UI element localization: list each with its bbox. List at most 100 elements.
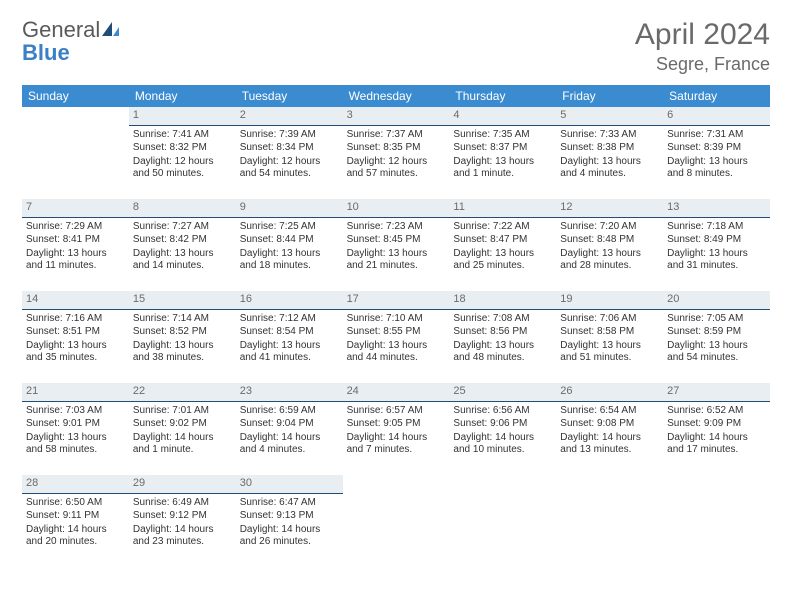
day-cell: 19Sunrise: 7:06 AMSunset: 8:58 PMDayligh… [556, 291, 663, 383]
sunrise-text: Sunrise: 7:31 AM [667, 129, 766, 142]
sunrise-text: Sunrise: 7:10 AM [347, 313, 446, 326]
day-cell: 22 Sunrise: 7:01 AMSunset: 9:02 PMDayligh… [129, 383, 236, 475]
day-cell: 12Sunrise: 7:20 AMSunset: 8:48 PMDayligh… [556, 199, 663, 291]
daylight-text: Daylight: 13 hours and 8 minutes. [667, 156, 766, 181]
sunset-text: Sunset: 9:12 PM [133, 510, 232, 523]
daylight-text: Daylight: 14 hours and 7 minutes. [347, 432, 446, 457]
empty-cell [449, 475, 556, 567]
sunset-text: Sunset: 9:06 PM [453, 418, 552, 431]
sunrise-text: Sunrise: 6:50 AM [26, 497, 125, 510]
sunset-text: Sunset: 8:52 PM [133, 326, 232, 339]
sunset-text: Sunset: 9:02 PM [133, 418, 232, 431]
sunrise-text: Sunrise: 6:52 AM [667, 405, 766, 418]
day-cell: 29Sunrise: 6:49 AMSunset: 9:12 PMDayligh… [129, 475, 236, 567]
weekday-header: Thursday [449, 85, 556, 107]
sunrise-text: Sunrise: 7:29 AM [26, 221, 125, 234]
day-cell: 4Sunrise: 7:35 AMSunset: 8:37 PMDaylight… [449, 107, 556, 199]
weekday-header: Sunday [22, 85, 129, 107]
day-cell: 2Sunrise: 7:39 AMSunset: 8:34 PMDaylight… [236, 107, 343, 199]
sunrise-text: Sunrise: 7:39 AM [240, 129, 339, 142]
sunset-text: Sunset: 8:42 PM [133, 234, 232, 247]
sunset-text: Sunset: 8:59 PM [667, 326, 766, 339]
day-number: 1 [129, 107, 236, 126]
day-number: 22 [129, 383, 236, 402]
daylight-text: Daylight: 13 hours and 48 minutes. [453, 340, 552, 365]
sunset-text: Sunset: 8:32 PM [133, 142, 232, 155]
calendar-grid: 1 Sunrise: 7:41 AMSunset: 8:32 PM Daylight… [22, 107, 770, 567]
day-number: 4 [449, 107, 556, 126]
calendar-page: GeneralBlue April 2024 Segre, France Sun… [0, 0, 792, 577]
day-cell: 9Sunrise: 7:25 AMSunset: 8:44 PMDaylight… [236, 199, 343, 291]
daylight-text: Daylight: 13 hours and 44 minutes. [347, 340, 446, 365]
day-number: 8 [129, 199, 236, 218]
daylight-text: Daylight: 12 hours and 54 minutes. [240, 156, 339, 181]
brand-logo: GeneralBlue [22, 18, 121, 64]
sunrise-text: Sunrise: 7:25 AM [240, 221, 339, 234]
day-cell: 3Sunrise: 7:37 AMSunset: 8:35 PMDaylight… [343, 107, 450, 199]
sail-icon [101, 21, 121, 37]
sunrise-text: Sunrise: 7:22 AM [453, 221, 552, 234]
sunrise-text: Sunrise: 6:49 AM [133, 497, 232, 510]
day-cell: 27Sunrise: 6:52 AMSunset: 9:09 PMDayligh… [663, 383, 770, 475]
day-number: 6 [663, 107, 770, 126]
weekday-header: Tuesday [236, 85, 343, 107]
sunrise-text: Sunrise: 7:01 AM [133, 405, 232, 418]
day-number: 10 [343, 199, 450, 218]
day-number: 11 [449, 199, 556, 218]
sunset-text: Sunset: 8:58 PM [560, 326, 659, 339]
sunset-text: Sunset: 8:44 PM [240, 234, 339, 247]
sunset-text: Sunset: 8:48 PM [560, 234, 659, 247]
sunrise-text: Sunrise: 7:41 AM [133, 129, 232, 142]
sunset-text: Sunset: 9:05 PM [347, 418, 446, 431]
sunset-text: Sunset: 8:47 PM [453, 234, 552, 247]
sunrise-text: Sunrise: 6:56 AM [453, 405, 552, 418]
day-number: 26 [556, 383, 663, 402]
day-cell: 18Sunrise: 7:08 AMSunset: 8:56 PMDayligh… [449, 291, 556, 383]
sunset-text: Sunset: 9:09 PM [667, 418, 766, 431]
sunset-text: Sunset: 8:56 PM [453, 326, 552, 339]
title-block: April 2024 Segre, France [635, 18, 770, 75]
sunset-text: Sunset: 9:04 PM [240, 418, 339, 431]
day-cell: 26Sunrise: 6:54 AMSunset: 9:08 PMDayligh… [556, 383, 663, 475]
daylight-text: Daylight: 13 hours and 28 minutes. [560, 248, 659, 273]
daylight-text: Daylight: 13 hours and 31 minutes. [667, 248, 766, 273]
sunrise-text: Sunrise: 7:18 AM [667, 221, 766, 234]
day-number: 15 [129, 291, 236, 310]
day-cell: 8Sunrise: 7:27 AMSunset: 8:42 PMDaylight… [129, 199, 236, 291]
daylight-text: Daylight: 14 hours and 4 minutes. [240, 432, 339, 457]
brand-part2: Blue [22, 40, 70, 65]
sunset-text: Sunset: 8:41 PM [26, 234, 125, 247]
day-number: 18 [449, 291, 556, 310]
sunrise-text: Sunrise: 7:16 AM [26, 313, 125, 326]
day-cell: 10Sunrise: 7:23 AMSunset: 8:45 PMDayligh… [343, 199, 450, 291]
daylight-text: Daylight: 14 hours and 13 minutes. [560, 432, 659, 457]
day-cell: 5Sunrise: 7:33 AMSunset: 8:38 PMDaylight… [556, 107, 663, 199]
sunrise-text: Sunrise: 7:37 AM [347, 129, 446, 142]
sunrise-text: Sunrise: 6:59 AM [240, 405, 339, 418]
sunset-text: Sunset: 9:01 PM [26, 418, 125, 431]
sunrise-text: Sunrise: 7:03 AM [26, 405, 125, 418]
sunrise-text: Sunrise: 7:20 AM [560, 221, 659, 234]
day-number: 28 [22, 475, 129, 494]
sunset-text: Sunset: 8:35 PM [347, 142, 446, 155]
day-number: 30 [236, 475, 343, 494]
day-cell: 7Sunrise: 7:29 AMSunset: 8:41 PMDaylight… [22, 199, 129, 291]
daylight-text: Daylight: 14 hours and 10 minutes. [453, 432, 552, 457]
daylight-text: Daylight: 12 hours and 57 minutes. [347, 156, 446, 181]
sunrise-text: Sunrise: 7:33 AM [560, 129, 659, 142]
month-title: April 2024 [635, 18, 770, 52]
sunrise-text: Sunrise: 6:54 AM [560, 405, 659, 418]
sunrise-text: Sunrise: 7:06 AM [560, 313, 659, 326]
sunset-text: Sunset: 8:38 PM [560, 142, 659, 155]
daylight-text: Daylight: 14 hours and 26 minutes. [240, 524, 339, 549]
daylight-text: Daylight: 13 hours and 25 minutes. [453, 248, 552, 273]
sunrise-text: Sunrise: 7:23 AM [347, 221, 446, 234]
daylight-text: Daylight: 13 hours and 58 minutes. [26, 432, 125, 457]
sunset-text: Sunset: 8:34 PM [240, 142, 339, 155]
empty-cell [556, 475, 663, 567]
sunset-text: Sunset: 8:51 PM [26, 326, 125, 339]
daylight-text: Daylight: 14 hours and 1 minute. [133, 432, 232, 457]
day-cell: 6Sunrise: 7:31 AMSunset: 8:39 PMDaylight… [663, 107, 770, 199]
day-number: 27 [663, 383, 770, 402]
day-number: 7 [22, 199, 129, 218]
